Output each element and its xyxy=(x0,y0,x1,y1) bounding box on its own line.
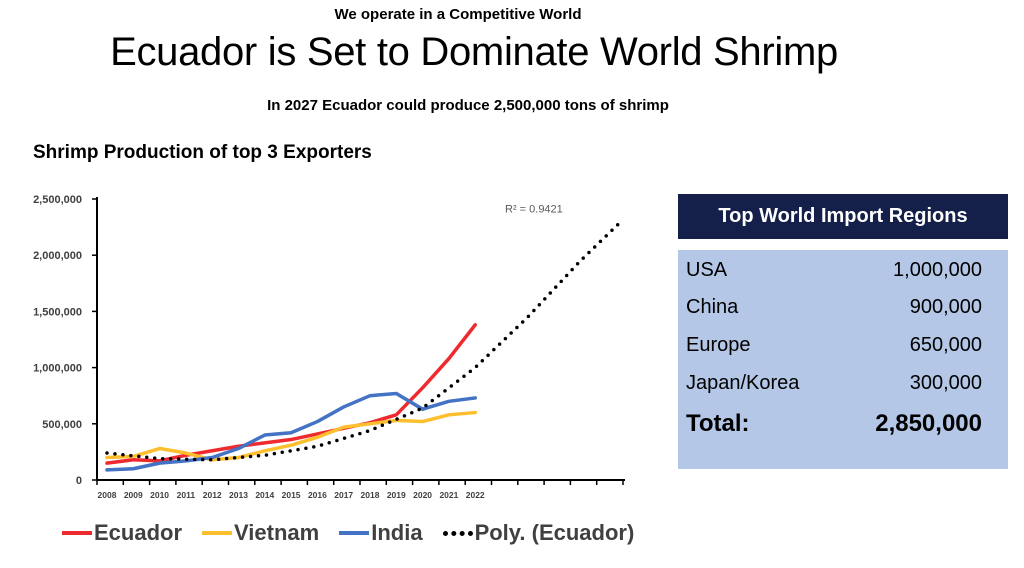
legend-label-vietnam: Vietnam xyxy=(234,520,320,545)
r-squared-label: R² = 0.9421 xyxy=(505,204,563,216)
x-tick-label: 2019 xyxy=(387,490,406,500)
import-value: 1,000,000 xyxy=(893,259,982,281)
x-tick-label: 2013 xyxy=(229,490,248,500)
x-tick-label: 2011 xyxy=(177,490,196,500)
x-tick-label: 2022 xyxy=(466,490,485,500)
trendline-poly-ecuador xyxy=(105,220,622,462)
import-regions-table: USA 1,000,000 China 900,000 Europe 650,0… xyxy=(678,250,1008,469)
legend-item-vietnam: Vietnam xyxy=(202,520,319,546)
x-tick-label: 2012 xyxy=(203,490,222,500)
import-regions-header: Top World Import Regions xyxy=(678,194,1008,239)
legend-label-india: India xyxy=(371,520,423,545)
x-tick-label: 2016 xyxy=(308,490,327,500)
x-tick-label: 2020 xyxy=(413,490,432,500)
legend-item-ecuador: Ecuador xyxy=(62,520,182,546)
import-row-europe: Europe 650,000 xyxy=(686,334,982,357)
import-row-china: China 900,000 xyxy=(686,296,982,319)
legend-label-trendline: Poly. (Ecuador) xyxy=(474,520,635,545)
x-tick-label: 2018 xyxy=(361,490,380,500)
import-total-value: 2,850,000 xyxy=(875,410,982,437)
legend-swatch-india xyxy=(339,531,370,535)
import-value: 300,000 xyxy=(909,372,982,394)
y-tick-label: 2,000,000 xyxy=(33,250,82,262)
x-tick-label: 2017 xyxy=(334,490,353,500)
x-tick-label: 2009 xyxy=(124,490,143,500)
line-chart: 0 500,000 1,000,000 1,500,000 2,000,000 2,500… xyxy=(33,194,625,500)
chart-legend: Ecuador Vietnam India Poly. (Ecuador) xyxy=(62,520,654,546)
y-tick-label: 1,000,000 xyxy=(33,363,82,375)
series-line-india xyxy=(105,391,477,472)
import-row-usa: USA 1,000,000 xyxy=(686,259,982,282)
import-region: USA xyxy=(686,259,728,281)
series-line-ecuador xyxy=(105,323,477,465)
x-tick-label: 2014 xyxy=(255,490,274,500)
import-row-japan-korea: Japan/Korea 300,000 xyxy=(686,372,982,395)
series-line-vietnam xyxy=(105,410,477,462)
legend-swatch-trendline xyxy=(442,530,473,536)
legend-swatch-vietnam xyxy=(202,531,233,535)
y-tick-label: 500,000 xyxy=(42,419,82,431)
subheading: In 2027 Ecuador could produce 2,500,000 … xyxy=(267,97,669,114)
x-tick-label: 2008 xyxy=(98,490,117,500)
import-value: 900,000 xyxy=(909,296,982,318)
legend-item-trendline: Poly. (Ecuador) xyxy=(442,520,635,546)
x-tick-label: 2021 xyxy=(439,490,458,500)
y-tick-label: 2,500,000 xyxy=(33,194,82,206)
import-region: Europe xyxy=(686,334,751,356)
y-tick-label: 1,500,000 xyxy=(33,306,82,318)
import-total-label: Total: xyxy=(686,410,750,437)
import-value: 650,000 xyxy=(909,334,982,356)
import-region: China xyxy=(686,296,739,318)
legend-swatch-ecuador xyxy=(62,531,92,535)
tagline: We operate in a Competitive World xyxy=(334,6,582,23)
x-tick-label: 2015 xyxy=(282,490,301,500)
y-tick-label: 0 xyxy=(76,475,82,487)
legend-label-ecuador: Ecuador xyxy=(94,520,183,545)
page-title: Ecuador is Set to Dominate World Shrimp xyxy=(110,30,838,74)
chart-title: Shrimp Production of top 3 Exporters xyxy=(33,142,372,163)
x-tick-label: 2010 xyxy=(150,490,169,500)
legend-item-india: India xyxy=(339,520,423,546)
import-row-total: Total: 2,850,000 xyxy=(686,410,982,438)
import-region: Japan/Korea xyxy=(686,372,800,394)
